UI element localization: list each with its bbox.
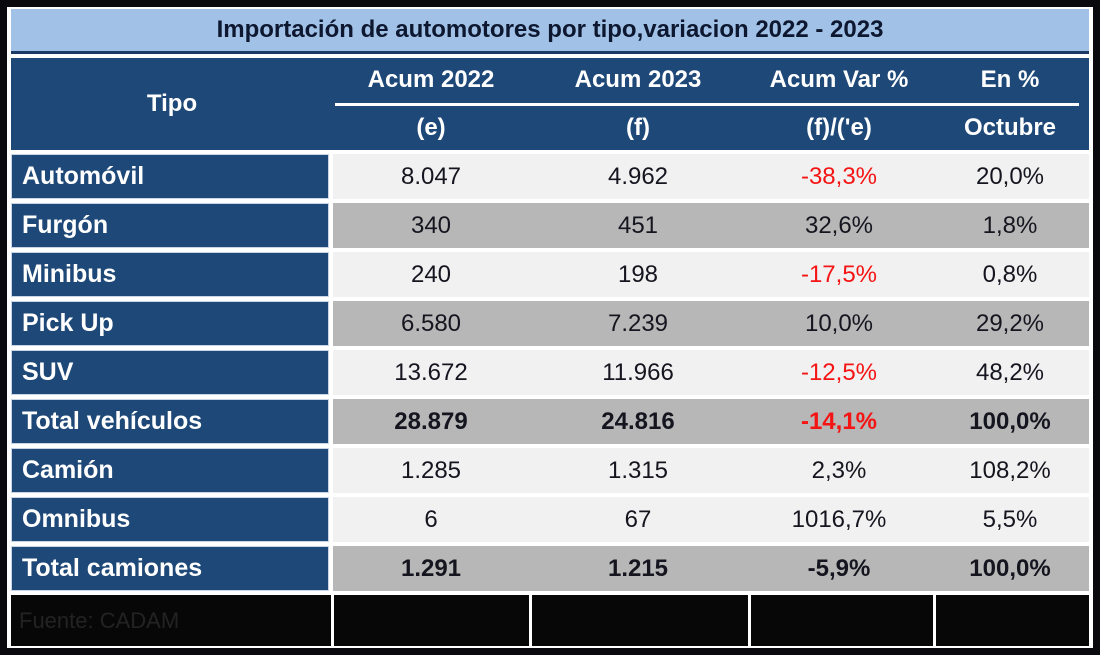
header-en-pct: En %: [980, 66, 1040, 94]
row-band: 1.285 1.315 2,3% 108,2%: [333, 448, 1089, 493]
cell-oct-pct: 0,8%: [982, 260, 1038, 288]
table-row-furgon: Furgón 340 451 32,6% 1,8%: [11, 203, 1089, 248]
footer-cell: [936, 595, 1089, 646]
row-band: 240 198 -17,5% 0,8%: [333, 252, 1089, 297]
row-band: 1.291 1.215 -5,9% 100,0%: [333, 546, 1089, 591]
table-footer: Fuente: CADAM: [11, 595, 1089, 646]
row-band: 8.047 4.962 -38,3% 20,0%: [333, 154, 1089, 199]
row-label: SUV: [11, 350, 329, 395]
cell-var-pct: 32,6%: [804, 211, 874, 239]
table-header: Tipo Acum 2022 Acum 2023 Acum Var % En %…: [11, 58, 1089, 150]
cell-var-pct: -5,9%: [807, 554, 871, 582]
row-label: Automóvil: [11, 154, 329, 199]
cell-acum-2023: 451: [617, 211, 659, 239]
cell-var-pct: -38,3%: [800, 162, 878, 190]
table-title: Importación de automotores por tipo,vari…: [11, 9, 1089, 54]
table-row-total-camiones: Total camiones 1.291 1.215 -5,9% 100,0%: [11, 546, 1089, 591]
cell-acum-2023: 1.315: [607, 456, 669, 484]
cell-oct-pct: 100,0%: [969, 407, 1051, 435]
cell-var-pct: -17,5%: [800, 260, 878, 288]
table-row-omnibus: Omnibus 6 67 1016,7% 5,5%: [11, 497, 1089, 542]
footer-cell: [751, 595, 933, 646]
table-row-suv: SUV 13.672 11.966 -12,5% 48,2%: [11, 350, 1089, 395]
cell-acum-2023: 67: [624, 505, 652, 533]
header-sub-f: (f): [626, 113, 650, 141]
cell-acum-2022: 13.672: [394, 358, 468, 386]
cell-acum-2022: 340: [410, 211, 452, 239]
table-row-total-vehiculos: Total vehículos 28.879 24.816 -14,1% 100…: [11, 399, 1089, 444]
header-acum-2023: Acum 2023: [574, 66, 702, 94]
header-sub-fe: (f)/('e): [806, 113, 872, 141]
row-band: 6 67 1016,7% 5,5%: [333, 497, 1089, 542]
cell-var-pct: 2,3%: [811, 456, 867, 484]
footer-cell: [334, 595, 529, 646]
row-label: Omnibus: [11, 497, 329, 542]
row-label: Minibus: [11, 252, 329, 297]
cell-oct-pct: 20,0%: [975, 162, 1045, 190]
cell-acum-2022: 8.047: [400, 162, 462, 190]
row-label: Camión: [11, 448, 329, 493]
cell-acum-2022: 1.291: [400, 554, 462, 582]
table-row-pickup: Pick Up 6.580 7.239 10,0% 29,2%: [11, 301, 1089, 346]
cell-acum-2023: 1.215: [607, 554, 669, 582]
cell-var-pct: -12,5%: [800, 358, 878, 386]
table-row-camion: Camión 1.285 1.315 2,3% 108,2%: [11, 448, 1089, 493]
cell-var-pct: -14,1%: [800, 407, 878, 435]
row-label: Total camiones: [11, 546, 329, 591]
cell-acum-2022: 6: [424, 505, 438, 533]
row-band: 6.580 7.239 10,0% 29,2%: [333, 301, 1089, 346]
cell-oct-pct: 48,2%: [975, 358, 1045, 386]
cell-var-pct: 1016,7%: [791, 505, 887, 533]
cell-acum-2022: 1.285: [400, 456, 462, 484]
cell-acum-2023: 7.239: [607, 309, 669, 337]
row-label: Furgón: [11, 203, 329, 248]
cell-oct-pct: 108,2%: [969, 456, 1051, 484]
cell-acum-2022: 6.580: [400, 309, 462, 337]
header-acum-var: Acum Var %: [769, 66, 909, 94]
cell-acum-2022: 240: [410, 260, 452, 288]
header-acum-2022: Acum 2022: [367, 66, 495, 94]
header-underline: [335, 102, 1079, 106]
row-label: Total vehículos: [11, 399, 329, 444]
cell-oct-pct: 5,5%: [982, 505, 1038, 533]
row-band: 340 451 32,6% 1,8%: [333, 203, 1089, 248]
table-row-automovil: Automóvil 8.047 4.962 -38,3% 20,0%: [11, 154, 1089, 199]
cell-acum-2023: 24.816: [601, 407, 675, 435]
cell-acum-2023: 11.966: [602, 358, 674, 386]
cell-oct-pct: 29,2%: [975, 309, 1045, 337]
table-row-minibus: Minibus 240 198 -17,5% 0,8%: [11, 252, 1089, 297]
source-label: Fuente: CADAM: [19, 607, 180, 633]
row-band: 28.879 24.816 -14,1% 100,0%: [333, 399, 1089, 444]
cell-acum-2022: 28.879: [394, 407, 468, 435]
cell-var-pct: 10,0%: [804, 309, 874, 337]
header-tipo: Tipo: [146, 90, 198, 117]
cell-acum-2023: 198: [617, 260, 659, 288]
header-sub-octubre: Octubre: [963, 113, 1056, 141]
cell-acum-2023: 4.962: [607, 162, 669, 190]
row-label: Pick Up: [11, 301, 329, 346]
cell-oct-pct: 1,8%: [982, 211, 1038, 239]
footer-cell: [532, 595, 748, 646]
header-sub-e: (e): [416, 113, 446, 141]
footer-source-cell: Fuente: CADAM: [11, 595, 331, 646]
cell-oct-pct: 100,0%: [969, 554, 1051, 582]
row-band: 13.672 11.966 -12,5% 48,2%: [333, 350, 1089, 395]
